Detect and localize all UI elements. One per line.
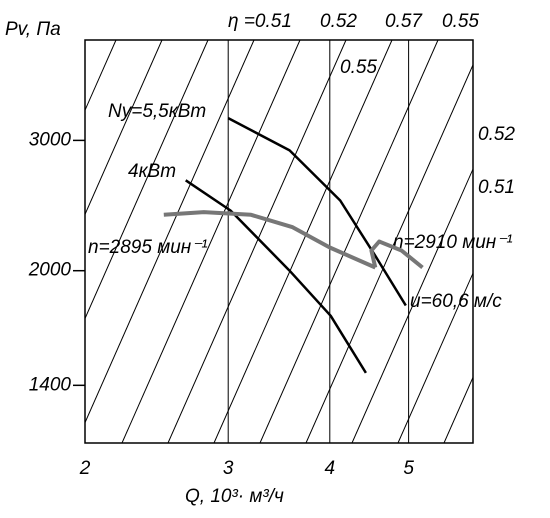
annotation: u=60,6 м/с (410, 291, 502, 312)
y-tick-label: 2000 (28, 260, 72, 281)
x-axis-label: Q, 10³· м³/ч (185, 486, 284, 507)
x-tick-label: 5 (403, 458, 414, 479)
y-axis-label: Pv, Па (5, 19, 61, 40)
efficiency-line (85, 40, 117, 112)
curve (185, 179, 367, 374)
annotation: 0.52 (320, 11, 357, 32)
annotation: 0.51 (478, 177, 515, 198)
annotation: 0.55 (340, 57, 377, 78)
efficiency-line (85, 40, 255, 424)
annotation: 0.57 (385, 11, 423, 32)
curve (227, 116, 407, 307)
series-label: n=2895 мин⁻¹ (88, 237, 208, 258)
efficiency-line (351, 167, 473, 443)
annotation: 0.52 (478, 124, 515, 145)
efficiency-line (305, 63, 473, 443)
x-tick-label: 2 (79, 458, 91, 479)
series-label: n=2910 мин⁻¹ (393, 232, 513, 253)
efficiency-line (85, 40, 209, 320)
annotation: η =0.51 (228, 11, 292, 32)
efficiency-line (213, 40, 393, 443)
efficiency-line (85, 40, 163, 216)
efficiency-line (397, 271, 473, 443)
y-tick-label: 1400 (29, 374, 72, 395)
curve (369, 239, 424, 270)
series-label: 4кВт (128, 161, 176, 182)
efficiency-line (0, 40, 24, 443)
x-tick-label: 4 (325, 458, 336, 479)
series-label: Ny=5,5кВт (108, 101, 206, 122)
efficiency-line (121, 40, 301, 443)
efficiency-line (167, 40, 347, 443)
curve (163, 210, 377, 270)
x-tick-label: 3 (223, 458, 234, 479)
y-tick-label: 3000 (29, 129, 72, 150)
annotation: 0.55 (442, 11, 479, 32)
